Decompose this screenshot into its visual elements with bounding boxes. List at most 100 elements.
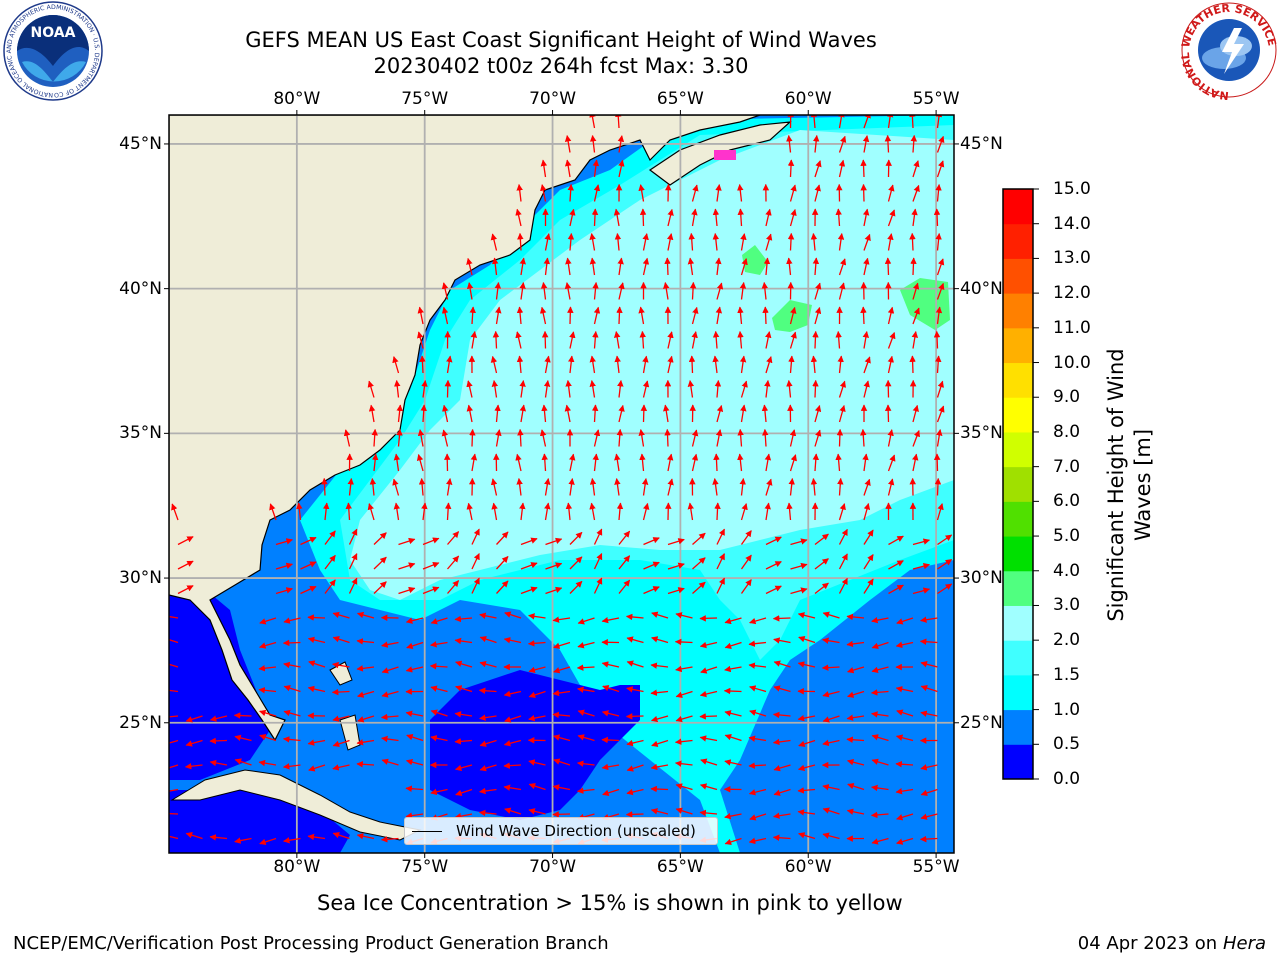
wave-direction-arrow <box>667 355 674 374</box>
wave-direction-arrow <box>577 617 595 625</box>
colorbar-tick-label: 8.0 <box>1053 421 1081 442</box>
wave-direction-arrow <box>283 837 301 844</box>
wave-direction-arrow <box>592 330 599 349</box>
wave-direction-arrow <box>519 380 526 398</box>
wave-direction-arrow <box>576 760 595 767</box>
wave-direction-arrow <box>466 404 474 423</box>
wave-direction-arrow <box>838 577 848 594</box>
wave-direction-arrow <box>371 453 379 472</box>
wave-direction-arrow <box>650 808 669 815</box>
wave-direction-arrow <box>716 282 724 300</box>
wave-direction-arrow <box>589 257 597 276</box>
wave-direction-arrow <box>381 641 399 648</box>
wave-direction-arrow <box>592 159 600 178</box>
wave-direction-arrow <box>896 837 914 845</box>
noaa-logo-text: NOAA <box>31 25 76 41</box>
wave-direction-arrow <box>185 715 203 723</box>
wave-direction-arrow <box>490 233 498 251</box>
wave-direction-arrow <box>567 183 574 202</box>
wave-direction-arrow <box>912 184 920 202</box>
wave-direction-arrow <box>307 739 326 746</box>
wave-direction-arrow <box>838 503 846 521</box>
wave-direction-arrow <box>504 611 522 619</box>
wave-direction-arrow <box>601 710 620 717</box>
wave-direction-arrow <box>430 709 448 717</box>
wave-direction-arrow <box>466 257 473 276</box>
wave-direction-arrow <box>528 782 546 791</box>
wave-direction-arrow <box>895 686 914 693</box>
wave-direction-arrow <box>863 554 874 570</box>
wave-direction-arrow <box>712 355 719 374</box>
wave-direction-arrow <box>642 355 649 374</box>
wave-direction-arrow <box>912 453 919 472</box>
wave-direction-arrow <box>503 784 522 791</box>
wave-direction-arrow <box>650 785 669 793</box>
wave-direction-arrow <box>269 503 277 521</box>
wave-direction-arrow <box>786 257 793 276</box>
wave-direction-arrow <box>860 183 867 202</box>
wave-direction-arrow <box>642 233 649 251</box>
colorbar-label: Significant Height of Wind Waves [m] <box>1103 348 1157 621</box>
wave-direction-arrow <box>520 562 538 570</box>
wave-direction-arrow <box>863 380 870 398</box>
wave-band-3-4m-c <box>900 278 950 330</box>
wave-direction-arrow <box>772 615 791 622</box>
wave-direction-arrow <box>909 115 916 129</box>
wave-direction-arrow <box>862 208 870 227</box>
wave-direction-arrow <box>896 709 914 717</box>
wave-direction-arrow <box>479 787 497 795</box>
wave-direction-arrow <box>177 585 194 595</box>
wave-direction-arrow <box>663 404 670 423</box>
wave-direction-arrow <box>870 811 889 819</box>
wave-direction-arrow <box>664 257 671 276</box>
wave-direction-arrow <box>886 115 894 129</box>
wave-direction-arrow <box>887 306 895 325</box>
wave-direction-arrow <box>716 577 725 594</box>
wave-direction-arrow <box>740 579 752 594</box>
wave-direction-arrow <box>601 616 620 624</box>
colorbar-tick-label: 13.0 <box>1053 248 1091 269</box>
wave-direction-arrow <box>406 733 424 742</box>
wave-direction-arrow <box>528 613 546 620</box>
wave-direction-arrow <box>797 714 816 722</box>
wave-direction-arrow <box>788 355 795 374</box>
wave-direction-arrow <box>479 660 497 668</box>
lon-tick-bottom-label: 55°W <box>912 857 960 877</box>
wave-direction-arrow <box>626 636 644 644</box>
wave-direction-arrow <box>444 502 452 521</box>
wave-direction-arrow <box>593 306 601 325</box>
wave-direction-arrow <box>332 636 350 644</box>
wave-direction-arrow <box>589 355 597 374</box>
wave-direction-arrow <box>689 281 697 300</box>
wave-direction-arrow <box>394 379 401 398</box>
wave-direction-arrow <box>494 281 502 300</box>
wave-band-0-0.5m <box>430 670 640 820</box>
wave-direction-arrow <box>430 685 448 693</box>
wave-direction-arrow <box>790 538 808 546</box>
wave-direction-arrow <box>617 379 624 398</box>
wave-direction-arrow <box>737 453 744 472</box>
wave-direction-arrow <box>699 735 718 742</box>
wave-direction-arrow <box>846 714 865 721</box>
wave-direction-arrow <box>625 613 644 621</box>
wave-direction-arrow <box>393 502 401 521</box>
wave-direction-arrow <box>715 429 723 447</box>
lat-tick-left-label: 25°N <box>119 712 162 733</box>
wave-direction-arrow <box>651 739 669 747</box>
wave-direction-arrow <box>933 208 941 227</box>
wave-direction-arrow <box>797 809 816 816</box>
wave-direction-arrow <box>347 477 354 496</box>
wave-direction-arrow <box>641 478 649 496</box>
chart-subtitle: 20230402 t00z 264h fcst Max: 3.30 <box>373 54 749 78</box>
wave-direction-arrow <box>650 715 669 723</box>
wave-direction-arrow <box>724 641 742 649</box>
wave-direction-arrow <box>936 282 945 300</box>
wave-direction-arrow <box>569 580 583 594</box>
wave-direction-arrow <box>912 307 920 325</box>
wave-direction-arrow <box>810 232 818 251</box>
wave-direction-arrow <box>589 477 597 496</box>
wave-direction-arrow <box>935 183 942 202</box>
wave-direction-arrow <box>396 404 403 423</box>
legend-box <box>404 817 718 845</box>
wave-direction-arrow <box>798 635 816 644</box>
